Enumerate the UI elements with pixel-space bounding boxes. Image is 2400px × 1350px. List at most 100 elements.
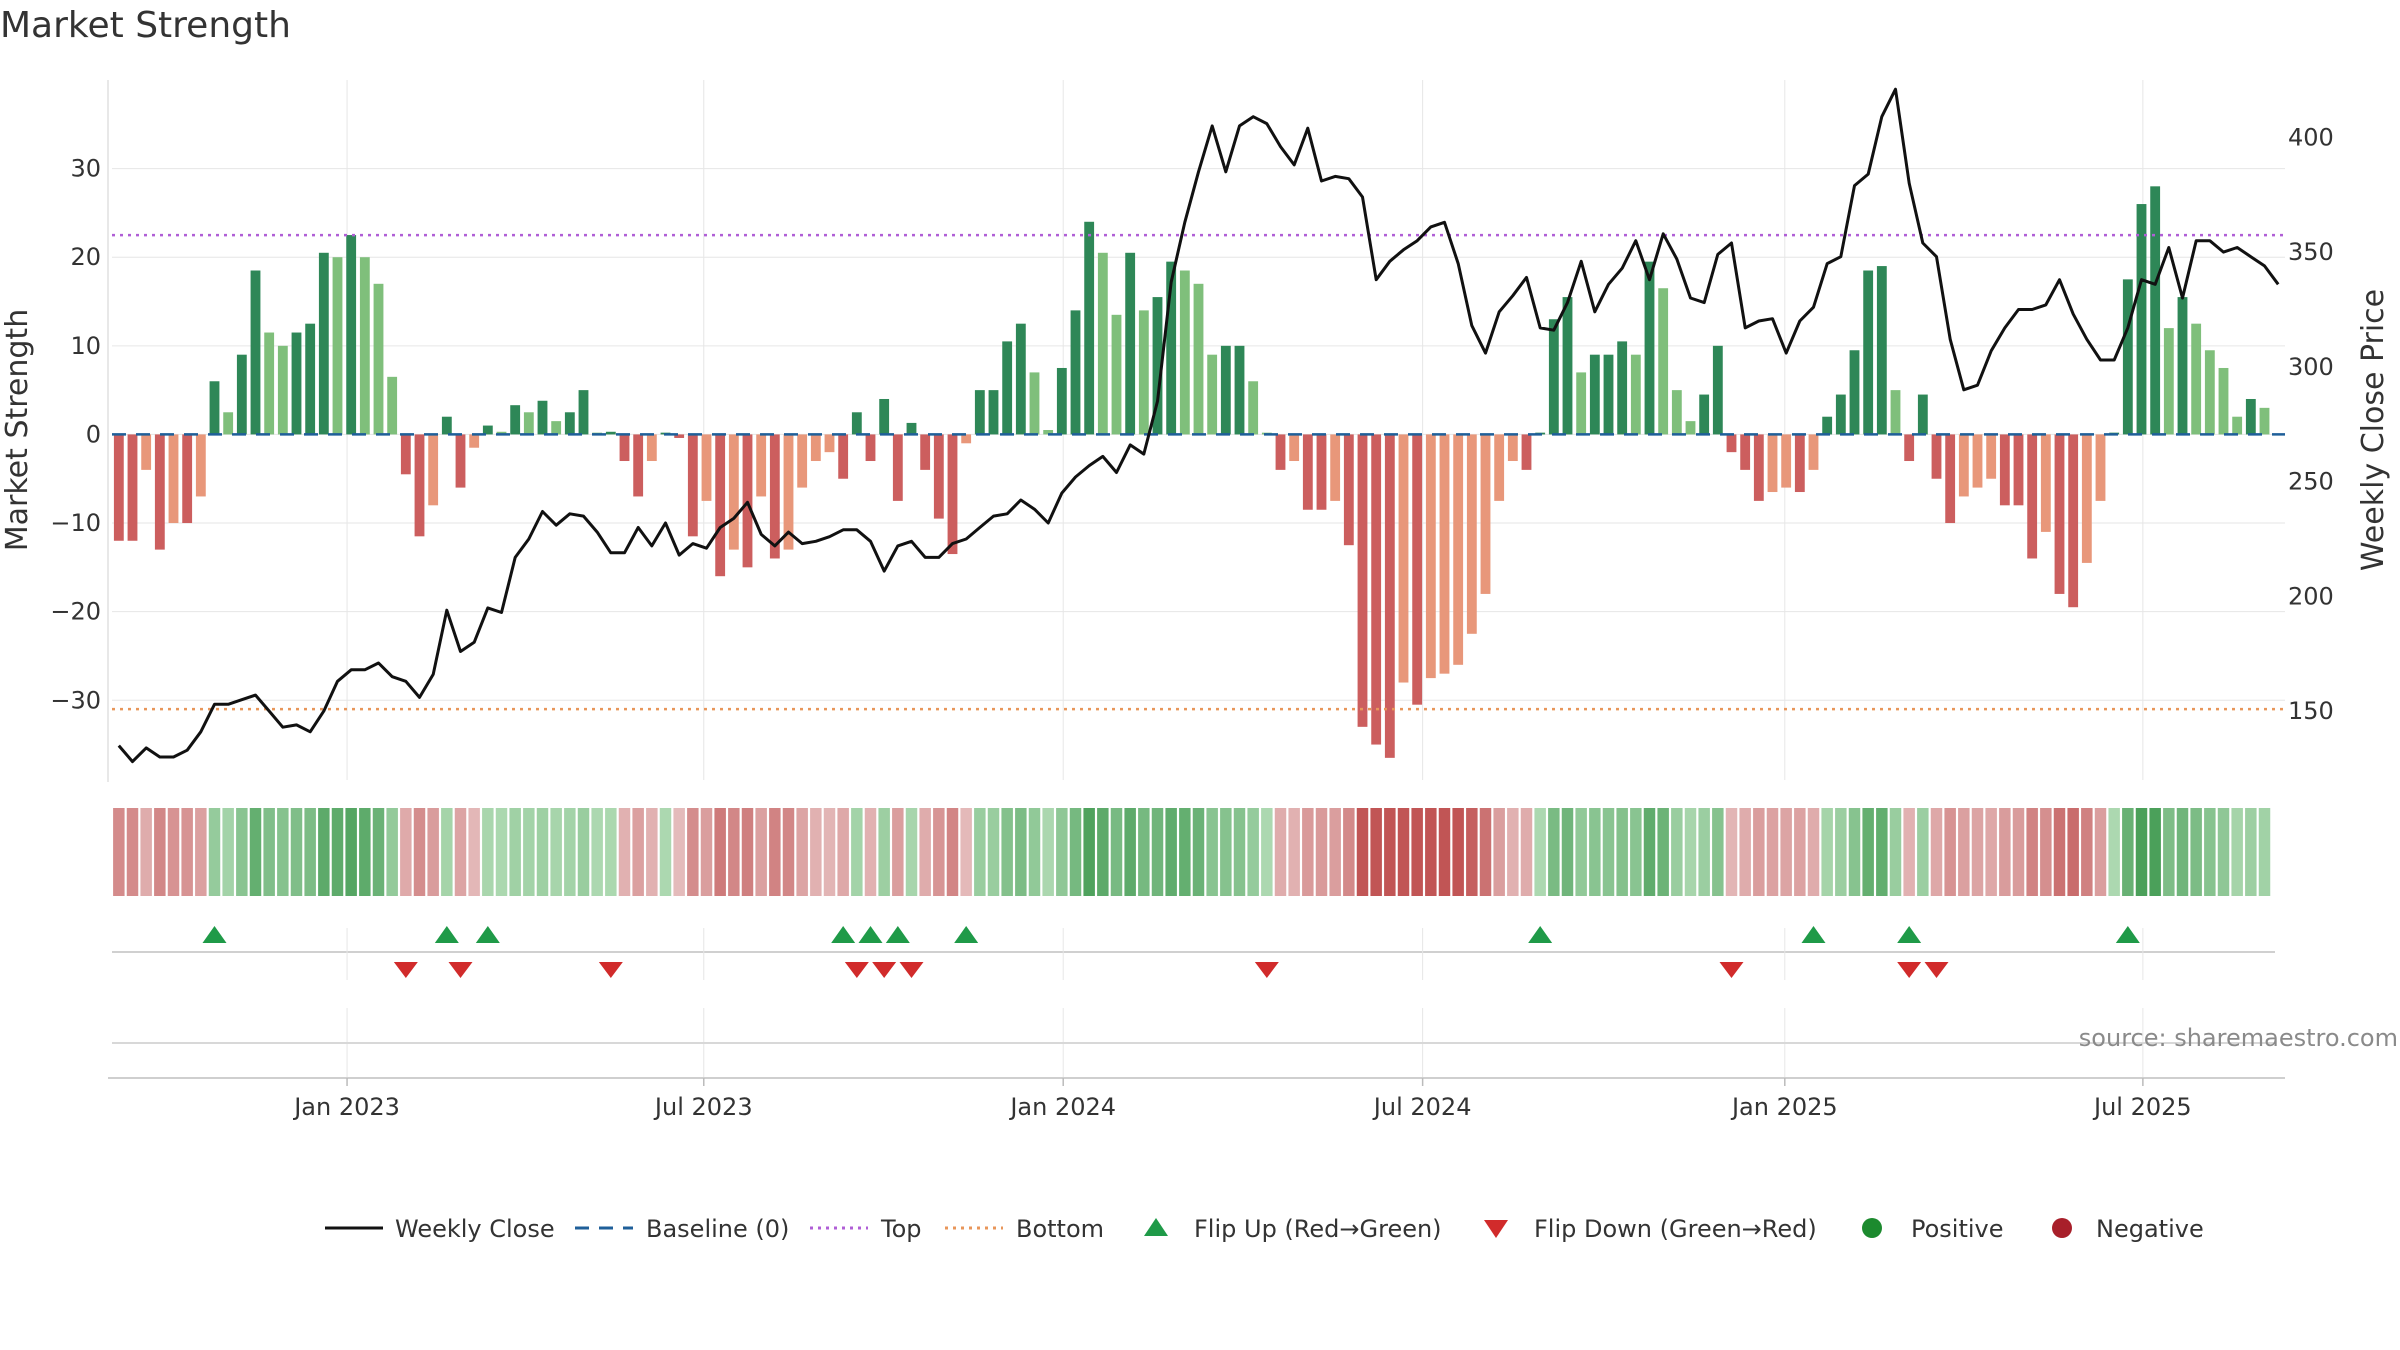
- strength-bar: [1876, 266, 1887, 435]
- heat-cell: [2231, 808, 2243, 896]
- heat-cell: [1889, 808, 1902, 896]
- strength-bar: [182, 434, 193, 524]
- heat-cell: [851, 808, 863, 896]
- strength-bar: [2259, 407, 2270, 435]
- heat-cell: [1479, 808, 1492, 896]
- heat-cell: [318, 808, 330, 896]
- heat-cell: [1780, 808, 1792, 896]
- strength-bar: [1753, 434, 1764, 501]
- strength-bar: [1275, 434, 1286, 470]
- heat-cell: [222, 808, 234, 896]
- strength-bar: [756, 434, 767, 497]
- y-left-tick-label: 10: [70, 332, 101, 360]
- reference-lines: [112, 233, 2285, 711]
- heat-cell: [2258, 808, 2271, 896]
- flip-down-marker: [1924, 962, 1949, 978]
- heat-cell: [495, 808, 508, 896]
- heat-cell: [1630, 808, 1642, 896]
- strength-bar: [1699, 394, 1710, 435]
- heat-cell: [1438, 808, 1451, 896]
- heat-cell: [1179, 808, 1191, 896]
- heat-cell: [1192, 808, 1205, 896]
- strength-bar: [1999, 434, 2010, 506]
- y-left-tick-label: 20: [70, 243, 101, 271]
- strength-bar: [264, 332, 275, 435]
- heat-cell: [400, 808, 412, 896]
- strength-bar: [441, 416, 452, 435]
- strength-bar: [1808, 434, 1819, 470]
- heat-cell: [892, 808, 904, 896]
- heat-cell: [208, 808, 221, 896]
- strength-bar: [797, 434, 808, 488]
- strength-bar: [1152, 297, 1163, 435]
- strength-bar: [523, 412, 534, 435]
- strength-bar: [2027, 434, 2038, 559]
- strength-bar: [551, 421, 562, 435]
- heat-cell: [1862, 808, 1874, 896]
- heat-cell: [509, 808, 521, 896]
- heat-cell: [2190, 808, 2202, 896]
- strength-bar: [1453, 434, 1464, 665]
- legend-label: Negative: [2096, 1215, 2204, 1243]
- heat-cell: [413, 808, 426, 896]
- strength-bar: [879, 398, 890, 435]
- flip-down-marker: [1719, 962, 1744, 978]
- legend-label: Baseline (0): [646, 1215, 789, 1243]
- strength-bar: [1726, 434, 1737, 453]
- source-note: source: sharemaestro.com: [2079, 1024, 2398, 1052]
- strength-bar: [2136, 204, 2147, 435]
- heat-cell: [1452, 808, 1464, 896]
- strength-bar: [1330, 434, 1341, 501]
- legend-label: Bottom: [1016, 1215, 1104, 1243]
- strength-bar: [619, 434, 630, 462]
- x-tick-label: Jan 2024: [1008, 1093, 1116, 1121]
- strength-bar: [892, 434, 903, 501]
- flip-up-marker: [2115, 926, 2140, 943]
- heat-cell: [905, 808, 918, 896]
- heat-cell: [646, 808, 658, 896]
- strength-bar: [1371, 434, 1382, 745]
- strength-bar: [933, 434, 944, 519]
- strength-bar: [1849, 350, 1860, 435]
- strength-bar: [141, 434, 152, 470]
- heat-cell: [659, 808, 672, 896]
- heat-cell: [1876, 808, 1888, 896]
- legend-swatch: [2052, 1218, 2072, 1238]
- strength-bar: [1302, 434, 1313, 510]
- strength-bar: [824, 434, 835, 453]
- strength-bar: [209, 381, 220, 435]
- strength-bar: [1617, 341, 1628, 435]
- heat-cell: [154, 808, 166, 896]
- flip-down-marker: [1254, 962, 1279, 978]
- heat-cell: [1274, 808, 1287, 896]
- heat-cell: [1151, 808, 1164, 896]
- axes: 30 20 10 0 −10 −20 −30 400 350 300 250 200 150: [50, 80, 2334, 782]
- heat-cell: [1739, 808, 1751, 896]
- strength-bar: [291, 332, 302, 435]
- strength-bar: [646, 434, 657, 462]
- y-right-tick-label: 400: [2288, 123, 2334, 151]
- strength-bar: [1015, 323, 1026, 435]
- heat-cell: [167, 808, 180, 896]
- strength-bar: [838, 434, 849, 479]
- strength-bar: [1125, 252, 1136, 435]
- strength-bar: [127, 434, 138, 541]
- heat-cell: [482, 808, 494, 896]
- heat-cell: [195, 808, 207, 896]
- heat-cell: [2176, 808, 2189, 896]
- flip-down-marker: [899, 962, 924, 978]
- heat-cell: [1069, 808, 1082, 896]
- heat-cell: [1698, 808, 1710, 896]
- heat-cell: [2053, 808, 2066, 896]
- y-axis-right-label: Weekly Close Price: [2356, 289, 2391, 571]
- heat-cell: [1507, 808, 1519, 896]
- strength-bar: [2245, 398, 2256, 435]
- legend-label: Positive: [1911, 1215, 2004, 1243]
- strength-bar: [1863, 270, 1874, 435]
- strength-bar: [400, 434, 411, 475]
- strength-bar: [2068, 434, 2079, 608]
- heat-cell: [728, 808, 740, 896]
- strength-bar: [605, 431, 616, 435]
- heat-cell: [1807, 808, 1820, 896]
- strength-bar: [1562, 297, 1573, 435]
